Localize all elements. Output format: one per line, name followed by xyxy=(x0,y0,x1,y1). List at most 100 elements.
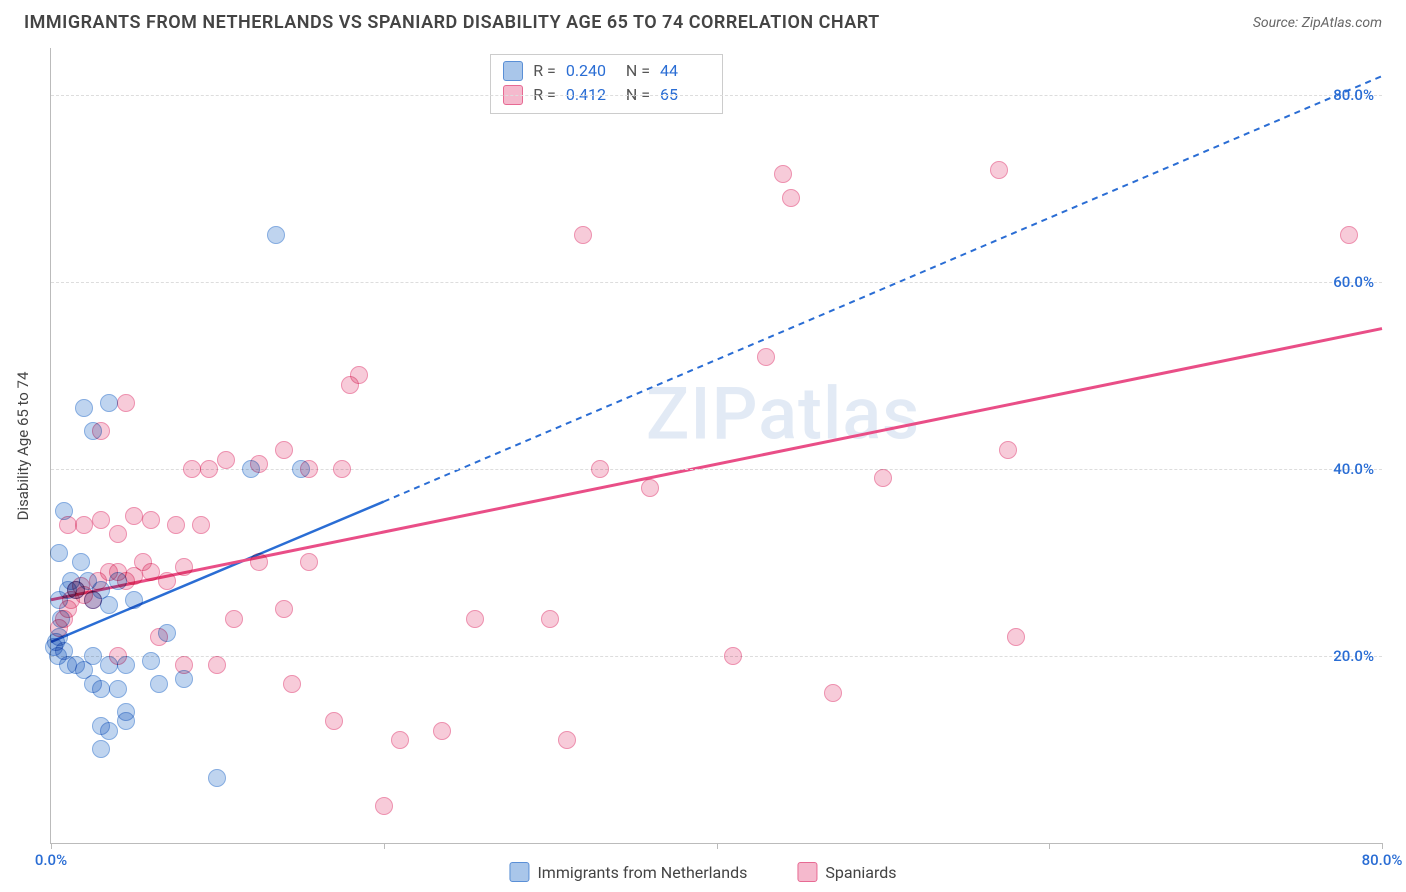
y-tick-label: 60.0% xyxy=(1333,273,1374,291)
scatter-point-netherlands xyxy=(84,647,102,665)
y-axis-label: Disability Age 65 to 74 xyxy=(14,371,32,520)
scatter-point-netherlands xyxy=(100,596,118,614)
scatter-point-netherlands xyxy=(208,769,226,787)
scatter-point-netherlands xyxy=(267,226,285,244)
scatter-point-spaniards xyxy=(250,553,268,571)
scatter-point-netherlands xyxy=(100,394,118,412)
scatter-point-spaniards xyxy=(208,656,226,674)
r-value-netherlands: 0.240 xyxy=(566,59,616,83)
legend-label-netherlands: Immigrants from Netherlands xyxy=(537,863,747,882)
scatter-point-spaniards xyxy=(250,455,268,473)
stats-row-netherlands: R = 0.240 N = 44 xyxy=(503,59,710,83)
scatter-point-spaniards xyxy=(574,226,592,244)
scatter-point-spaniards xyxy=(325,712,343,730)
scatter-point-spaniards xyxy=(150,628,168,646)
scatter-point-spaniards xyxy=(874,469,892,487)
scatter-point-spaniards xyxy=(1340,226,1358,244)
scatter-point-netherlands xyxy=(117,712,135,730)
scatter-point-spaniards xyxy=(275,600,293,618)
scatter-point-spaniards xyxy=(142,563,160,581)
scatter-point-spaniards xyxy=(350,366,368,384)
scatter-point-spaniards xyxy=(558,731,576,749)
scatter-plot: ZIPatlas Disability Age 65 to 74 R = 0.2… xyxy=(50,48,1382,844)
scatter-point-spaniards xyxy=(183,460,201,478)
x-tick-label: 80.0% xyxy=(1362,851,1403,869)
scatter-point-netherlands xyxy=(92,740,110,758)
scatter-point-spaniards xyxy=(641,479,659,497)
scatter-point-spaniards xyxy=(757,348,775,366)
trendline-netherlands-dashed xyxy=(384,76,1382,502)
x-tick-label: 0.0% xyxy=(35,851,67,869)
scatter-point-spaniards xyxy=(1007,628,1025,646)
scatter-point-spaniards xyxy=(541,610,559,628)
title-bar: IMMIGRANTS FROM NETHERLANDS VS SPANIARD … xyxy=(0,0,1406,37)
scatter-point-spaniards xyxy=(225,610,243,628)
scatter-point-spaniards xyxy=(167,516,185,534)
scatter-point-netherlands xyxy=(75,399,93,417)
scatter-point-spaniards xyxy=(724,647,742,665)
scatter-point-netherlands xyxy=(100,722,118,740)
stats-legend-box: R = 0.240 N = 44 R = 0.412 N = 65 xyxy=(490,54,723,114)
chart-title: IMMIGRANTS FROM NETHERLANDS VS SPANIARD … xyxy=(24,12,880,33)
scatter-point-spaniards xyxy=(782,189,800,207)
scatter-point-spaniards xyxy=(109,647,127,665)
scatter-point-spaniards xyxy=(591,460,609,478)
scatter-point-spaniards xyxy=(466,610,484,628)
scatter-point-spaniards xyxy=(109,525,127,543)
legend-label-spaniards: Spaniards xyxy=(825,863,896,882)
scatter-point-spaniards xyxy=(84,591,102,609)
scatter-point-netherlands xyxy=(50,544,68,562)
scatter-point-spaniards xyxy=(175,558,193,576)
scatter-point-spaniards xyxy=(92,422,110,440)
x-tick-mark xyxy=(717,843,718,849)
scatter-point-netherlands xyxy=(109,680,127,698)
n-value-netherlands: 44 xyxy=(660,59,710,83)
scatter-point-spaniards xyxy=(990,161,1008,179)
scatter-point-spaniards xyxy=(300,460,318,478)
y-tick-label: 20.0% xyxy=(1333,647,1374,665)
gridline-h xyxy=(51,656,1382,657)
scatter-point-spaniards xyxy=(283,675,301,693)
source-label: Source: ZipAtlas.com xyxy=(1253,15,1382,31)
scatter-point-netherlands xyxy=(142,652,160,670)
scatter-point-spaniards xyxy=(333,460,351,478)
gridline-h xyxy=(51,282,1382,283)
y-tick-label: 40.0% xyxy=(1333,460,1374,478)
x-tick-mark xyxy=(1382,843,1383,849)
scatter-point-spaniards xyxy=(774,165,792,183)
scatter-point-spaniards xyxy=(300,553,318,571)
scatter-point-spaniards xyxy=(391,731,409,749)
scatter-point-spaniards xyxy=(192,516,210,534)
scatter-point-netherlands xyxy=(92,680,110,698)
scatter-point-spaniards xyxy=(125,507,143,525)
x-tick-mark xyxy=(384,843,385,849)
scatter-point-spaniards xyxy=(117,394,135,412)
scatter-point-spaniards xyxy=(75,516,93,534)
scatter-point-spaniards xyxy=(158,572,176,590)
scatter-point-netherlands xyxy=(72,553,90,571)
y-tick-label: 80.0% xyxy=(1333,86,1374,104)
scatter-point-spaniards xyxy=(59,516,77,534)
x-tick-mark xyxy=(1049,843,1050,849)
legend-swatch-spaniards xyxy=(797,862,817,882)
legend-item-netherlands: Immigrants from Netherlands xyxy=(509,862,747,882)
scatter-point-netherlands xyxy=(125,591,143,609)
scatter-point-spaniards xyxy=(999,441,1017,459)
scatter-point-spaniards xyxy=(92,511,110,529)
bottom-legend: Immigrants from Netherlands Spaniards xyxy=(509,862,896,882)
trend-lines xyxy=(51,48,1382,843)
scatter-point-spaniards xyxy=(375,797,393,815)
scatter-point-spaniards xyxy=(433,722,451,740)
scatter-point-spaniards xyxy=(142,511,160,529)
scatter-point-spaniards xyxy=(824,684,842,702)
x-tick-mark xyxy=(51,843,52,849)
legend-swatch-netherlands xyxy=(509,862,529,882)
scatter-point-netherlands xyxy=(150,675,168,693)
gridline-h xyxy=(51,95,1382,96)
scatter-point-spaniards xyxy=(275,441,293,459)
scatter-point-spaniards xyxy=(217,451,235,469)
watermark-text: ZIPatlas xyxy=(646,371,920,456)
scatter-point-spaniards xyxy=(200,460,218,478)
scatter-point-spaniards xyxy=(175,656,193,674)
swatch-netherlands xyxy=(503,61,523,81)
